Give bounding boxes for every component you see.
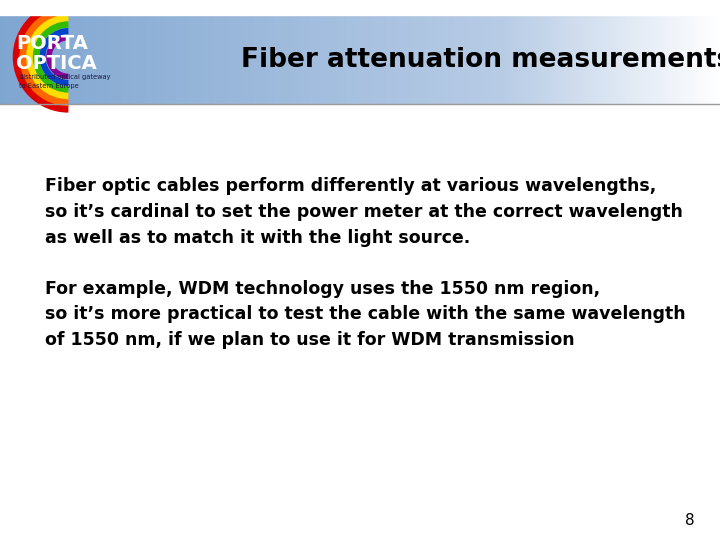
Text: distributed optical gateway
to Eastern Europe: distributed optical gateway to Eastern E…	[19, 74, 111, 89]
Text: PORTA: PORTA	[16, 34, 88, 53]
Text: Fiber optic cables perform differently at various wavelengths,
so it’s cardinal : Fiber optic cables perform differently a…	[45, 177, 683, 247]
Text: 8: 8	[685, 513, 695, 528]
Bar	[0, 104, 720, 540]
Text: Fiber attenuation measurements: Fiber attenuation measurements	[241, 46, 720, 73]
Bar	[0, 0, 720, 15]
Text: For example, WDM technology uses the 1550 nm region,
so it’s more practical to t: For example, WDM technology uses the 155…	[45, 280, 685, 349]
Text: OPTICA: OPTICA	[16, 55, 96, 73]
